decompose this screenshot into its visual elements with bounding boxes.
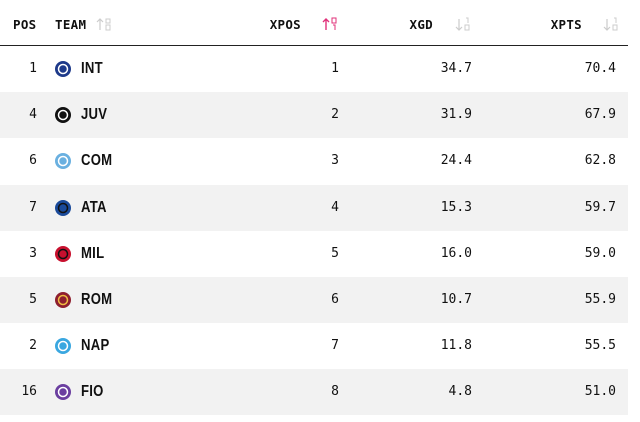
team-name: JUV <box>81 106 108 124</box>
xpos-cell: 8 <box>331 384 339 400</box>
table-row: 2 NAP 7 11.8 55.5 <box>0 323 628 369</box>
table-row: 3 MIL 5 16.0 59.0 <box>0 231 628 277</box>
pos-cell: 16 <box>21 384 37 400</box>
pos-cell: 5 <box>29 292 37 307</box>
team-name: FIO <box>81 383 104 401</box>
xpts-cell: 62.8 <box>584 153 616 169</box>
table-row: 6 COM 3 24.4 62.8 <box>0 138 628 184</box>
header-xgd[interactable]: XGD <box>409 17 433 32</box>
xpts-cell: 59.7 <box>584 199 616 215</box>
xpts-cell: 70.4 <box>584 61 616 76</box>
sort-icon[interactable] <box>96 17 112 31</box>
xpts-cell: 51.0 <box>584 384 616 400</box>
sort-icon[interactable] <box>603 17 619 31</box>
table-header: POS TEAM XPOS XGD XPTS <box>0 0 628 46</box>
xpos-cell: 5 <box>331 245 339 261</box>
xgd-cell: 15.3 <box>440 199 472 215</box>
pos-cell: 3 <box>29 245 37 261</box>
xpts-cell: 59.0 <box>584 245 616 261</box>
xgd-cell: 4.8 <box>448 384 472 400</box>
xpos-cell: 1 <box>331 61 339 76</box>
xpos-cell: 6 <box>331 292 339 307</box>
team-logo <box>55 199 71 216</box>
xpos-cell: 3 <box>331 153 339 169</box>
team-name: MIL <box>81 244 105 262</box>
table-row: 5 ROM 6 10.7 55.9 <box>0 277 628 323</box>
team-logo <box>55 384 71 401</box>
team-logo <box>55 292 71 308</box>
table-row: 4 JUV 2 31.9 67.9 <box>0 92 628 139</box>
team-name: ROM <box>81 291 113 308</box>
team-name: ATA <box>81 198 107 216</box>
header-team[interactable]: TEAM <box>55 17 87 32</box>
table-row: 1 INT 1 34.7 70.4 <box>0 46 628 92</box>
team-logo <box>55 107 71 124</box>
xpts-cell: 55.5 <box>584 338 616 354</box>
team-logo <box>55 153 71 170</box>
header-xpos[interactable]: XPOS <box>269 17 301 32</box>
team-logo <box>55 245 71 262</box>
team-name: NAP <box>81 337 110 355</box>
team-logo <box>55 338 71 355</box>
team-logo <box>55 61 71 77</box>
pos-cell: 1 <box>29 61 37 76</box>
xpos-cell: 7 <box>331 338 339 354</box>
xgd-cell: 31.9 <box>440 107 472 123</box>
header-pos: POS <box>13 17 37 32</box>
table-row: 7 ATA 4 15.3 59.7 <box>0 184 628 231</box>
pos-cell: 6 <box>29 153 37 169</box>
xpts-cell: 55.9 <box>584 292 616 307</box>
team-name: INT <box>81 60 103 77</box>
pos-cell: 2 <box>29 338 37 354</box>
pos-cell: 4 <box>29 107 37 123</box>
xgd-cell: 24.4 <box>440 153 472 169</box>
xgd-cell: 34.7 <box>440 61 472 76</box>
sort-icon[interactable] <box>455 17 471 31</box>
table-row: 16 FIO 8 4.8 51.0 <box>0 369 628 416</box>
xpos-cell: 4 <box>331 199 339 215</box>
xgd-cell: 16.0 <box>440 245 472 261</box>
xgd-cell: 11.8 <box>440 338 472 354</box>
team-name: COM <box>81 152 113 170</box>
xgd-cell: 10.7 <box>440 292 472 307</box>
header-xpts[interactable]: XPTS <box>550 17 582 32</box>
sort-icon-active[interactable] <box>322 17 338 31</box>
pos-cell: 7 <box>29 199 37 215</box>
xpts-cell: 67.9 <box>584 107 616 123</box>
xpos-cell: 2 <box>331 107 339 123</box>
